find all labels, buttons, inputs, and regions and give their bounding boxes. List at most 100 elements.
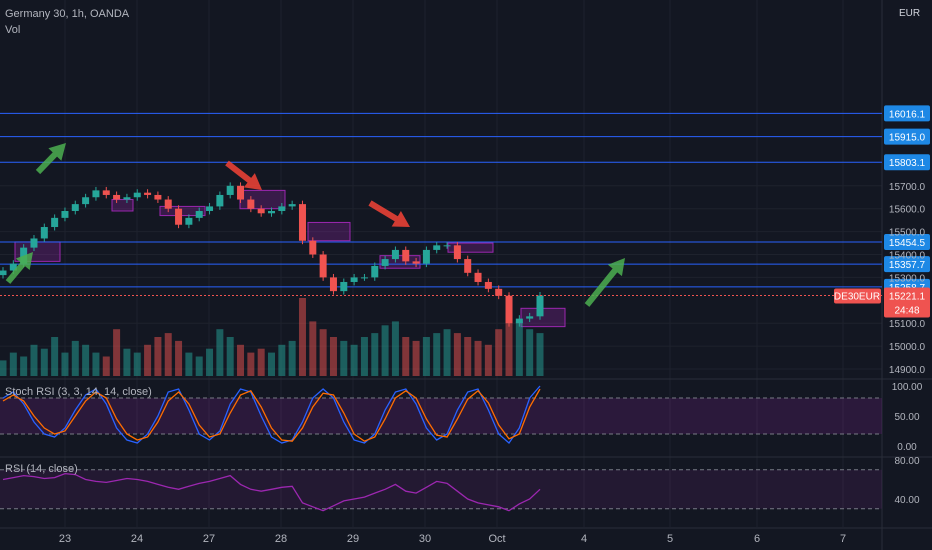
- time-tick-label: 24: [131, 533, 143, 545]
- candle-body: [433, 245, 441, 250]
- symbol-title[interactable]: Germany 30, 1h, OANDA: [5, 8, 130, 20]
- candle-body: [360, 277, 368, 279]
- candle-body: [288, 204, 296, 207]
- volume-bar: [402, 337, 410, 376]
- price-tick-label: 15000.0: [889, 342, 926, 353]
- candle-body: [9, 263, 17, 271]
- volume-bar: [195, 356, 203, 376]
- time-tick-label: 7: [840, 533, 846, 545]
- candle-body: [474, 272, 482, 282]
- volume-label: Vol: [5, 24, 21, 36]
- candle-body: [154, 194, 162, 200]
- volume-bar: [144, 344, 152, 376]
- candle-body: [30, 238, 38, 248]
- candle-body: [536, 295, 544, 317]
- volume-bar: [133, 352, 141, 376]
- volume-bar: [175, 340, 183, 376]
- volume-bar: [453, 333, 461, 376]
- volume-bar: [329, 337, 337, 376]
- volume-bar: [82, 344, 90, 376]
- price-tick-label: 15700.0: [889, 182, 926, 193]
- countdown-timer: 24:48: [894, 305, 919, 316]
- volume-bar: [536, 333, 544, 376]
- arrow-up-icon: [5, 252, 34, 284]
- key-level-value: 15915.0: [889, 133, 926, 144]
- candle-body: [495, 288, 503, 296]
- price-tick-label: 15100.0: [889, 319, 926, 330]
- candle-body: [309, 240, 317, 255]
- candle-body: [51, 217, 59, 228]
- rsi-tick-label: 40.00: [894, 495, 919, 506]
- time-tick-label: Oct: [488, 533, 505, 545]
- candle-body: [402, 249, 410, 262]
- rsi-label[interactable]: RSI (14, close): [5, 463, 78, 475]
- price-zone: [111, 199, 134, 212]
- key-level-badge: [884, 234, 930, 251]
- candle-body: [216, 194, 224, 207]
- time-tick-label: 29: [347, 533, 359, 545]
- candle-body: [164, 199, 172, 209]
- volume-bar: [226, 337, 234, 376]
- candle-body: [113, 194, 121, 200]
- volume-bar: [185, 352, 193, 376]
- arrow-down-icon: [225, 160, 262, 190]
- stoch-rsi-label[interactable]: Stoch RSI (3, 3, 14, 14, close): [5, 386, 152, 398]
- volume-bar: [515, 321, 523, 376]
- candle-body: [350, 277, 358, 282]
- volume-bar: [102, 356, 110, 376]
- stoch-rsi-panel: 100.00 50.00 0.00: [0, 382, 923, 453]
- symbol-name: DE30EUR: [834, 291, 880, 302]
- price-zone: [159, 205, 206, 217]
- volume-bar: [51, 337, 59, 376]
- currency-label[interactable]: EUR: [899, 8, 921, 19]
- volume-bar: [391, 321, 399, 376]
- candle-body: [371, 265, 379, 278]
- candle-body: [40, 227, 48, 239]
- candle-body: [226, 185, 234, 195]
- current-price-value: 15221.1: [889, 291, 926, 302]
- key-level-value: 15803.1: [889, 158, 926, 169]
- volume-bar: [340, 340, 348, 376]
- key-level-badge: [884, 128, 930, 145]
- candle-body: [144, 192, 152, 195]
- volume-bar: [309, 321, 317, 376]
- candle-body: [237, 185, 245, 200]
- trend-arrows: [5, 143, 625, 307]
- volume-bar: [113, 329, 121, 376]
- candle-body: [443, 245, 451, 247]
- time-tick-label: 4: [581, 533, 587, 545]
- candle-body: [61, 210, 69, 218]
- volume-bar: [381, 325, 389, 376]
- arrow-up-icon: [35, 143, 66, 175]
- symbol-badge: [834, 288, 881, 304]
- volume-bar: [371, 333, 379, 376]
- candle-body: [412, 261, 420, 264]
- candle-body: [278, 206, 286, 211]
- stoch-line: [2, 388, 541, 442]
- candle-body: [391, 249, 399, 260]
- key-level-value: 16016.1: [889, 109, 926, 120]
- candle-body: [71, 204, 79, 211]
- candle-body: [102, 190, 110, 195]
- time-tick-label: 30: [419, 533, 431, 545]
- volume-bar: [505, 313, 513, 376]
- volume-bar: [412, 340, 420, 376]
- price-zone: [379, 255, 421, 269]
- candle-body: [247, 199, 255, 209]
- price-candles: [0, 182, 882, 327]
- candle-body: [268, 210, 275, 214]
- rsi-panel: 80.00 40.00: [0, 456, 920, 512]
- candle-body: [206, 206, 214, 211]
- time-axis: 23 24 27 28 29 30 Oct 4 5 6 7: [59, 533, 846, 545]
- price-tick-label: 15500.0: [889, 228, 926, 239]
- arrow-up-icon: [584, 258, 625, 307]
- stoch-band: [0, 398, 882, 434]
- current-price-badge: [884, 287, 930, 318]
- volume-bar: [40, 348, 48, 376]
- key-level-value: 15357.7: [889, 260, 926, 271]
- candle-body: [381, 259, 389, 266]
- volume-bar: [484, 344, 492, 376]
- price-zone: [307, 221, 351, 242]
